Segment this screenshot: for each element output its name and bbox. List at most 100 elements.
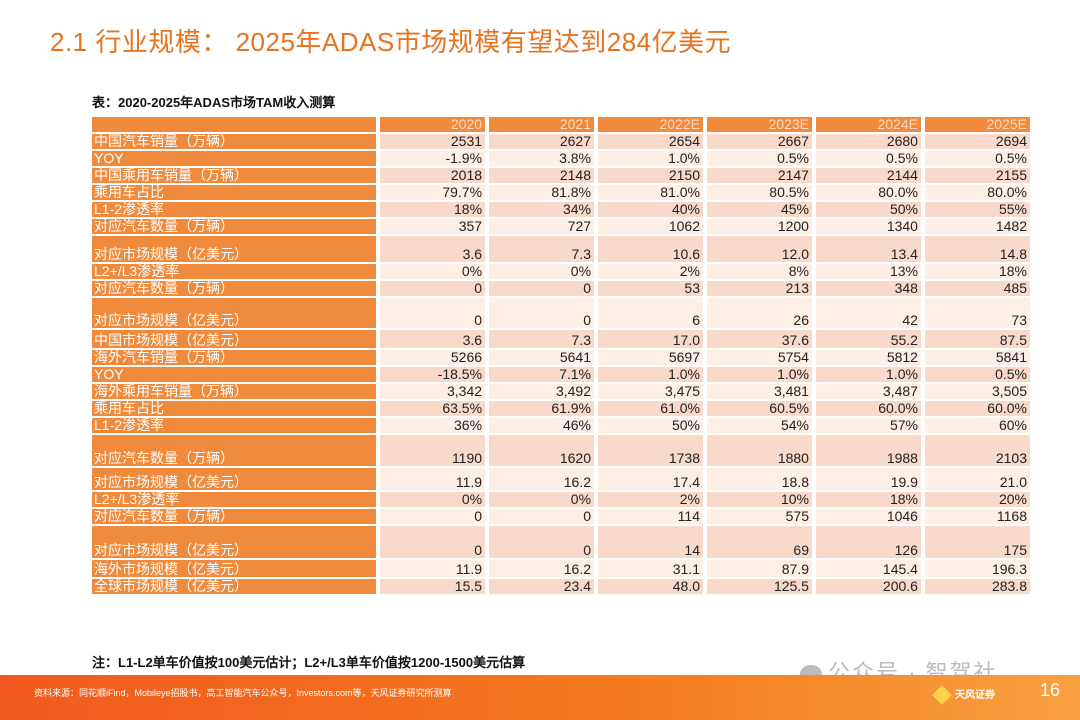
row-label: 中国市场规模（亿美元） <box>92 330 380 350</box>
table-cell: 0 <box>489 526 599 560</box>
row-label: 对应汽车数量（万辆） <box>92 509 380 526</box>
table-row: 对应汽车数量（万辆） 0 0 114 575 1046 1168 <box>92 509 1034 526</box>
table-cell: 0% <box>380 264 490 281</box>
table-cell: 3.8% <box>489 151 599 168</box>
table-row: 对应市场规模（亿美元） 3.6 7.3 10.6 12.0 13.4 14.8 <box>92 236 1034 264</box>
row-label: 中国汽车销量（万辆） <box>92 134 380 151</box>
table-cell: 18.8 <box>707 468 816 492</box>
table-row: L1-2渗透率 18% 34% 40% 45% 50% 55% <box>92 202 1034 219</box>
table-cell: 1.0% <box>598 367 707 384</box>
table-cell: 357 <box>380 219 490 236</box>
table-cell: 1.0% <box>598 151 707 168</box>
table-cell: 1200 <box>707 219 816 236</box>
row-label: 对应市场规模（亿美元） <box>92 236 380 264</box>
table-cell: 10.6 <box>598 236 707 264</box>
table-row: L2+/L3渗透率 0% 0% 2% 10% 18% 20% <box>92 492 1034 509</box>
table-cell: 31.1 <box>598 560 707 579</box>
row-label: 中国乘用车销量（万辆） <box>92 168 380 185</box>
table-row: L1-2渗透率 36% 46% 50% 54% 57% 60% <box>92 418 1034 435</box>
table-cell: 40% <box>598 202 707 219</box>
table-cell: 2680 <box>815 134 925 151</box>
table-cell: 125.5 <box>707 579 816 596</box>
table-cell: 11.9 <box>380 560 490 579</box>
table-cell: 10% <box>707 492 816 509</box>
table-cell: 0% <box>380 492 490 509</box>
table-row: 对应汽车数量（万辆） 357 727 1062 1200 1340 1482 <box>92 219 1034 236</box>
table-cell: 3,487 <box>815 384 925 401</box>
table-header-row: 2020 2021 2022E 2023E 2024E 2025E <box>92 117 1034 134</box>
table-cell: 7.3 <box>489 330 599 350</box>
table-note: 注：L1-L2单车价值按100美元估计；L2+/L3单车价值按1200-1500… <box>92 655 526 670</box>
table-cell: 18% <box>924 264 1034 281</box>
table-cell: 114 <box>598 509 707 526</box>
table-cell: 53 <box>598 281 707 298</box>
source-text: 资料来源：同花顺iFind，Mobileye招股书，高工智能汽车公众号，Inve… <box>34 688 452 698</box>
row-label: L2+/L3渗透率 <box>92 492 380 509</box>
table-cell: 26 <box>707 298 816 330</box>
table-cell: 2667 <box>707 134 816 151</box>
table-row: YOY -18.5% 7.1% 1.0% 1.0% 1.0% 0.5% <box>92 367 1034 384</box>
table-cell: 11.9 <box>380 468 490 492</box>
table-cell: 87.9 <box>707 560 816 579</box>
table-cell: 63.5% <box>380 401 490 418</box>
table-cell: 3.6 <box>380 330 490 350</box>
table-cell: -1.9% <box>380 151 490 168</box>
table-cell: 0 <box>380 298 490 330</box>
adas-tam-table: 2020 2021 2022E 2023E 2024E 2025E 中国汽车销量（万辆） 25… <box>92 117 1034 596</box>
table-cell: 485 <box>924 281 1034 298</box>
table-cell: 0.5% <box>924 367 1034 384</box>
table-cell: 2155 <box>924 168 1034 185</box>
row-label: 对应市场规模（亿美元） <box>92 526 380 560</box>
row-label: 海外乘用车销量（万辆） <box>92 384 380 401</box>
table-cell: 5641 <box>489 350 599 367</box>
logo-icon <box>932 685 952 706</box>
table-cell: 0 <box>489 281 599 298</box>
table-cell: 196.3 <box>924 560 1034 579</box>
table-cell: 0 <box>380 526 490 560</box>
table-cell: 2150 <box>598 168 707 185</box>
row-label: 乘用车占比 <box>92 401 380 418</box>
table-cell: 283.8 <box>924 579 1034 596</box>
row-label: 全球市场规模（亿美元） <box>92 579 380 596</box>
table-cell: 1988 <box>815 435 925 468</box>
table-row: YOY -1.9% 3.8% 1.0% 0.5% 0.5% 0.5% <box>92 151 1034 168</box>
table-row: 对应市场规模（亿美元） 0 0 6 26 42 73 <box>92 298 1034 330</box>
table-row: 海外市场规模（亿美元） 11.9 16.2 31.1 87.9 145.4 196.3 <box>92 560 1034 579</box>
row-label: 海外市场规模（亿美元） <box>92 560 380 579</box>
row-label: L1-2渗透率 <box>92 202 380 219</box>
table-cell: 16.2 <box>489 560 599 579</box>
table-cell: 1620 <box>489 435 599 468</box>
table-row: L2+/L3渗透率 0% 0% 2% 8% 13% 18% <box>92 264 1034 281</box>
table-cell: 1340 <box>815 219 925 236</box>
table-cell: 45% <box>707 202 816 219</box>
table-cell: 0 <box>380 509 490 526</box>
table-cell: 48.0 <box>598 579 707 596</box>
table-cell: 575 <box>707 509 816 526</box>
column-header: 2023E <box>707 117 816 134</box>
table-cell: 34% <box>489 202 599 219</box>
table-cell: 14.8 <box>924 236 1034 264</box>
column-header: 2024E <box>815 117 925 134</box>
table-cell: 20% <box>924 492 1034 509</box>
row-label: 海外汽车销量（万辆） <box>92 350 380 367</box>
table-cell: 61.9% <box>489 401 599 418</box>
table-cell: 16.2 <box>489 468 599 492</box>
table-row: 海外乘用车销量（万辆） 3,342 3,492 3,475 3,481 3,487 3,50… <box>92 384 1034 401</box>
table-cell: 2531 <box>380 134 490 151</box>
table-cell: 175 <box>924 526 1034 560</box>
table-cell: 79.7% <box>380 185 490 202</box>
table-row: 对应汽车数量（万辆） 0 0 53 213 348 485 <box>92 281 1034 298</box>
table-cell: 18% <box>380 202 490 219</box>
table-cell: 0 <box>489 509 599 526</box>
table-cell: 50% <box>815 202 925 219</box>
table-cell: 17.4 <box>598 468 707 492</box>
table-cell: 36% <box>380 418 490 435</box>
table-cell: 14 <box>598 526 707 560</box>
column-header: 2020 <box>380 117 490 134</box>
table-row: 对应汽车数量（万辆） 1190 1620 1738 1880 1988 2103 <box>92 435 1034 468</box>
table-cell: 18% <box>815 492 925 509</box>
logo-text: 天风证券 <box>955 690 995 701</box>
table-cell: 2654 <box>598 134 707 151</box>
table-cell: 1168 <box>924 509 1034 526</box>
table-cell: 2018 <box>380 168 490 185</box>
